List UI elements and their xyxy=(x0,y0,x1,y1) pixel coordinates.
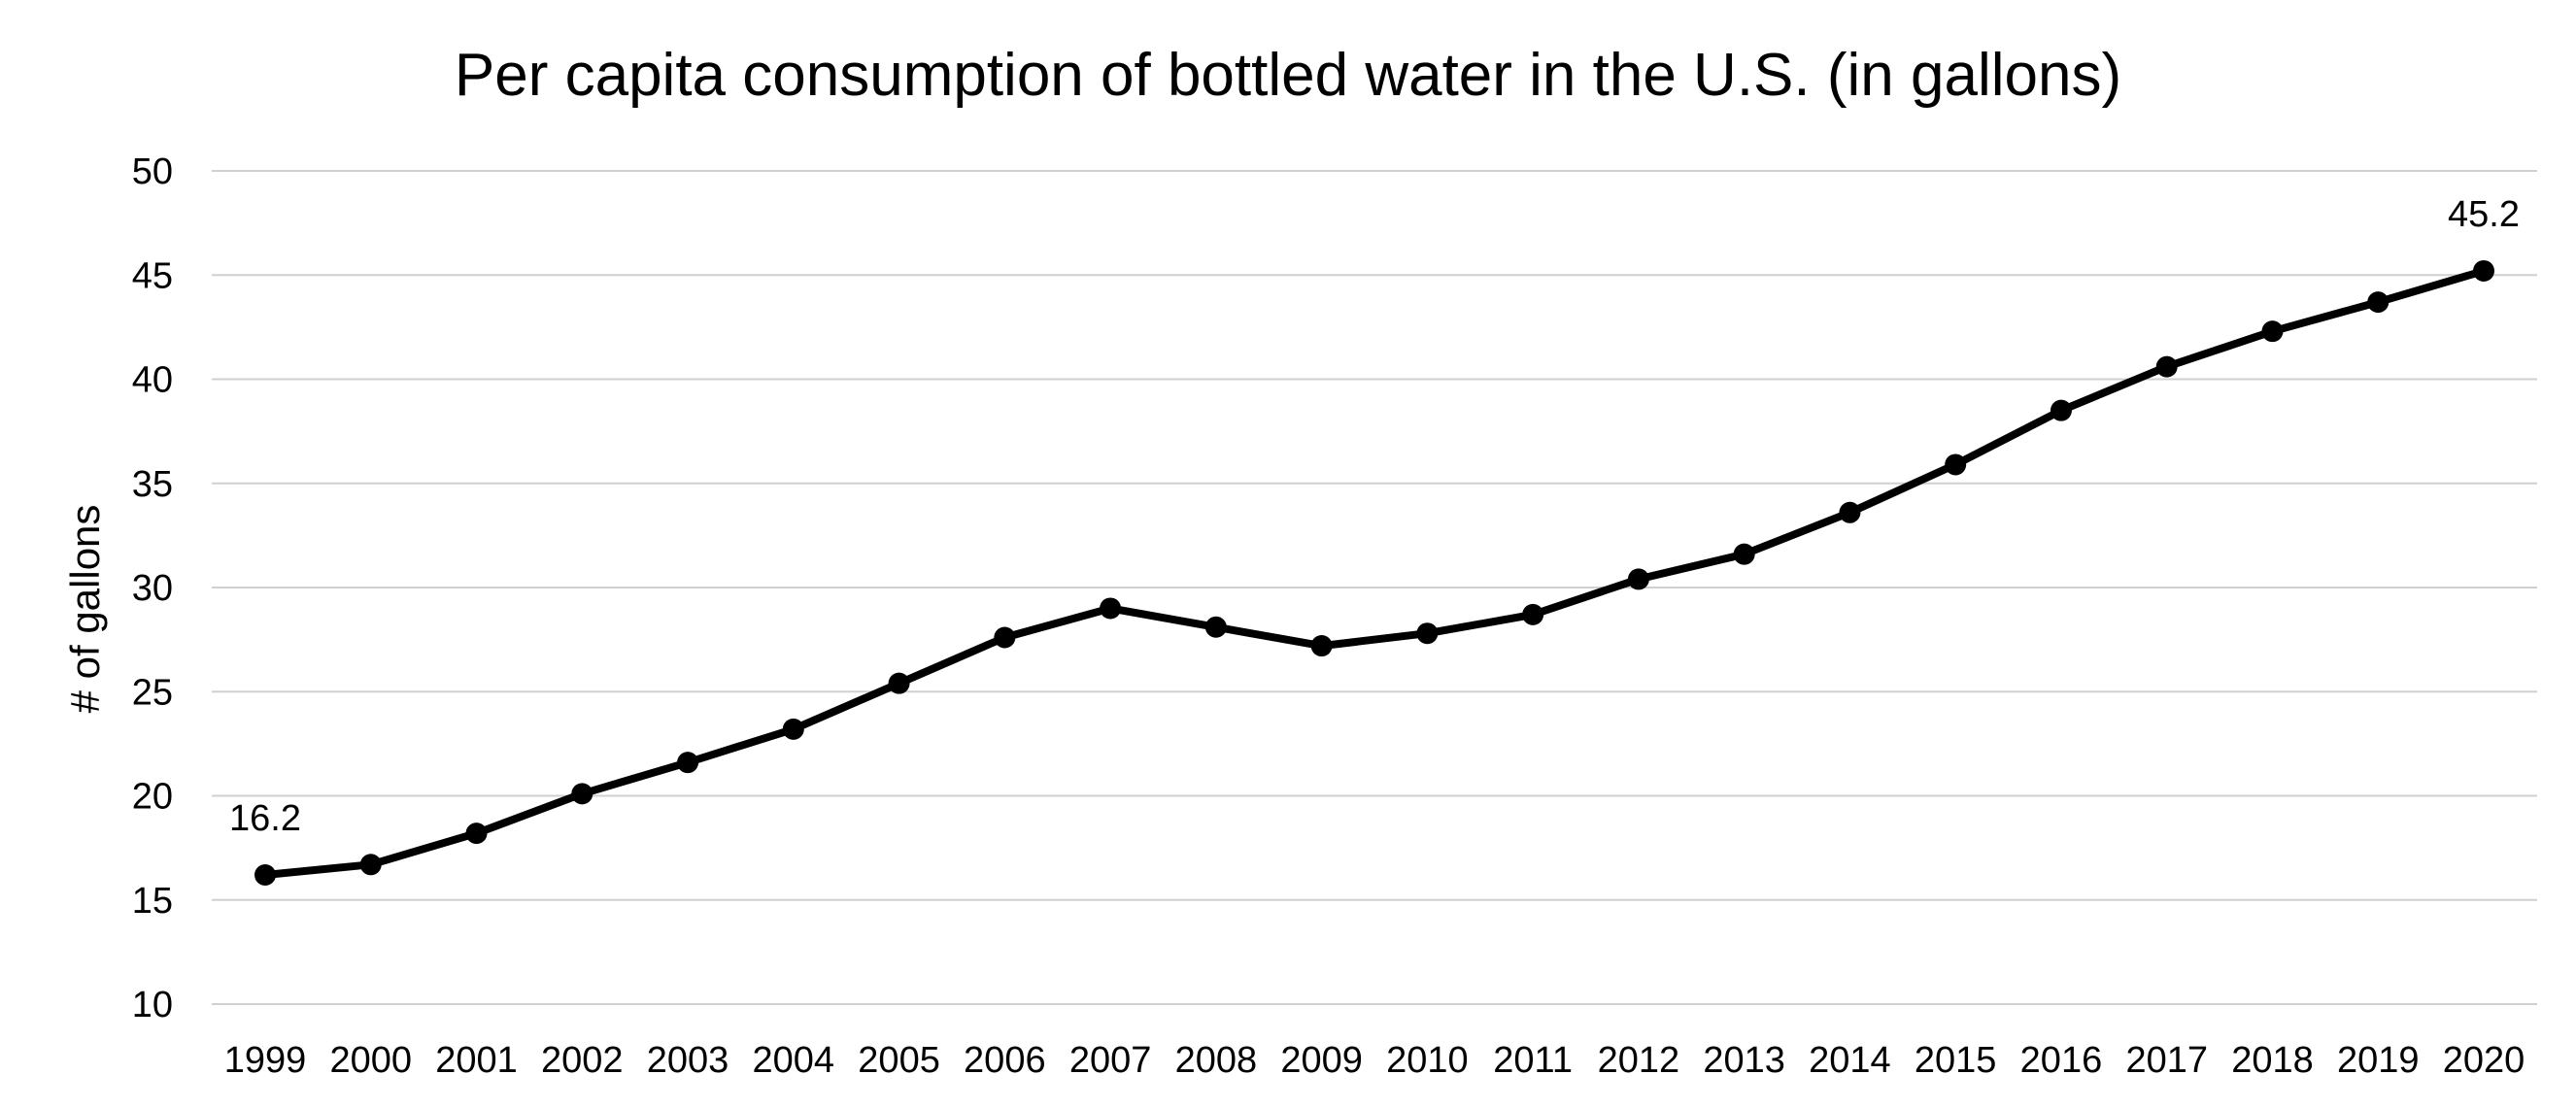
data-point-2001 xyxy=(465,823,488,845)
data-point-2016 xyxy=(2050,399,2072,421)
data-point-2017 xyxy=(2155,355,2178,378)
data-point-2018 xyxy=(2261,320,2284,343)
data-point-2003 xyxy=(677,752,699,774)
x-tick-label: 2000 xyxy=(329,1040,412,1081)
x-tick-label: 2001 xyxy=(435,1040,518,1081)
data-point-2005 xyxy=(888,672,910,694)
x-tick-label: 2010 xyxy=(1386,1040,1469,1081)
data-point-2019 xyxy=(2367,291,2390,314)
data-point-2012 xyxy=(1627,568,1649,590)
x-tick-label: 2017 xyxy=(2125,1040,2208,1081)
data-point-2000 xyxy=(359,854,382,876)
data-point-2008 xyxy=(1204,616,1227,638)
data-label-2020: 45.2 xyxy=(2448,194,2520,235)
x-tick-label: 2013 xyxy=(1703,1040,1785,1081)
y-tick-label: 45 xyxy=(132,255,173,296)
data-point-2009 xyxy=(1310,635,1333,657)
data-point-2007 xyxy=(1100,597,1122,620)
y-tick-label: 20 xyxy=(132,777,173,818)
x-tick-label: 2018 xyxy=(2231,1040,2314,1081)
x-tick-label: 2015 xyxy=(1915,1040,1997,1081)
x-tick-label: 2009 xyxy=(1280,1040,1363,1081)
x-axis-ticks: 1999 2000 2001 2002 2003 2004 2005 2006 2007 2008… xyxy=(224,1040,2525,1081)
x-tick-label: 2004 xyxy=(753,1040,835,1081)
y-axis-ticks: 10 15 20 25 30 35 40 45 50 xyxy=(132,151,173,1025)
y-tick-label: 35 xyxy=(132,464,173,505)
x-tick-label: 2014 xyxy=(1809,1040,1891,1081)
x-tick-label: 2005 xyxy=(858,1040,940,1081)
data-point-2010 xyxy=(1416,622,1439,645)
data-labels: 16.2 45.2 xyxy=(229,194,2520,839)
y-tick-label: 40 xyxy=(132,360,173,401)
data-point-2013 xyxy=(1733,543,1755,565)
x-tick-label: 2007 xyxy=(1069,1040,1152,1081)
x-tick-label: 2011 xyxy=(1493,1040,1573,1081)
x-tick-label: 2006 xyxy=(964,1040,1046,1081)
data-point-2015 xyxy=(1945,453,1967,476)
y-tick-label: 15 xyxy=(132,881,173,922)
data-label-1999: 16.2 xyxy=(229,798,301,839)
data-point-2020 xyxy=(2473,259,2494,282)
y-tick-label: 25 xyxy=(132,672,173,713)
x-tick-label: 2012 xyxy=(1598,1040,1680,1081)
x-tick-label: 1999 xyxy=(224,1040,307,1081)
data-point-2014 xyxy=(1839,501,1861,523)
data-point-2004 xyxy=(782,718,804,740)
chart-title: Per capita consumption of bottled water … xyxy=(455,42,2121,109)
y-tick-label: 50 xyxy=(132,151,173,192)
data-point-1999 xyxy=(254,864,276,887)
x-tick-label: 2002 xyxy=(541,1040,624,1081)
x-tick-label: 2019 xyxy=(2337,1040,2420,1081)
x-tick-label: 2020 xyxy=(2443,1040,2525,1081)
grid-lines xyxy=(212,170,2537,1005)
data-point-2011 xyxy=(1522,603,1544,625)
y-tick-label: 30 xyxy=(132,568,173,609)
data-point-2002 xyxy=(571,783,593,805)
x-tick-label: 2003 xyxy=(647,1040,729,1081)
y-tick-label: 10 xyxy=(132,985,173,1025)
series-line-group xyxy=(261,267,2488,879)
x-tick-label: 2016 xyxy=(2020,1040,2103,1081)
series-points xyxy=(254,259,2494,887)
y-axis-label: # of gallons xyxy=(62,505,108,714)
x-tick-label: 2008 xyxy=(1175,1040,1258,1081)
data-point-2006 xyxy=(994,626,1016,649)
series-line xyxy=(261,267,2488,879)
